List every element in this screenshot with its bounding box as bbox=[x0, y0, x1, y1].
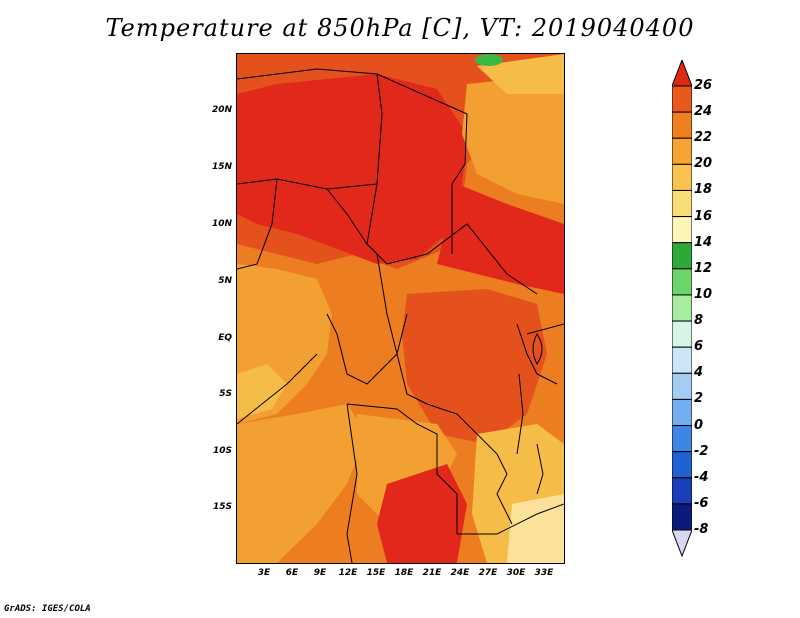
colorbar-swatch bbox=[671, 163, 693, 191]
colorbar-label: 18 bbox=[694, 182, 713, 198]
map-title: Temperature at 850hPa [C], VT: 201904040… bbox=[105, 14, 695, 42]
colorbar-bottom-triangle bbox=[671, 529, 693, 558]
lon-label-33e: 33E bbox=[534, 568, 554, 578]
colorbar-label: 24 bbox=[694, 104, 713, 120]
colorbar-label: 4 bbox=[694, 365, 704, 381]
colorbar-swatch bbox=[671, 189, 693, 218]
colorbar-swatch bbox=[671, 477, 693, 505]
lon-label-3e: 3E bbox=[257, 568, 271, 578]
colorbar-label: 16 bbox=[694, 208, 713, 224]
colorbar-swatch bbox=[671, 268, 693, 296]
lat-label-10s: 10S bbox=[212, 446, 232, 456]
colorbar-swatch bbox=[671, 242, 693, 270]
colorbar-label: 0 bbox=[694, 417, 704, 433]
field-south-hot bbox=[377, 464, 467, 563]
lon-label-15e: 15E bbox=[366, 568, 386, 578]
lon-label-21e: 21E bbox=[422, 568, 442, 578]
colorbar-label: 12 bbox=[694, 260, 713, 276]
colorbar-label: 10 bbox=[694, 286, 713, 302]
lon-label-30e: 30E bbox=[506, 568, 526, 578]
field-se-pale bbox=[507, 494, 564, 563]
country-borders bbox=[237, 68, 564, 563]
lat-label-eq: EQ bbox=[218, 333, 232, 343]
colorbar-swatch bbox=[671, 320, 693, 348]
lon-label-9e: 9E bbox=[313, 568, 327, 578]
colorbar-label: -6 bbox=[694, 495, 709, 511]
colorbar-label: 14 bbox=[694, 234, 713, 250]
colorbar-swatch bbox=[671, 346, 693, 374]
colorbar-swatch bbox=[671, 451, 693, 479]
lat-label-15s: 15S bbox=[212, 502, 232, 512]
temperature-field bbox=[237, 54, 564, 563]
lon-label-24e: 24E bbox=[450, 568, 470, 578]
colorbar-swatch bbox=[671, 372, 693, 400]
field-hot-east bbox=[437, 184, 564, 294]
colorbar-label: 8 bbox=[694, 313, 704, 329]
colorbar-swatch bbox=[671, 294, 693, 322]
colorbar-swatch bbox=[671, 216, 693, 244]
field-green-patch bbox=[475, 54, 503, 66]
temperature-map bbox=[236, 53, 565, 564]
colorbar-swatch bbox=[671, 137, 693, 165]
colorbar-swatch bbox=[671, 425, 693, 453]
lat-label-5s: 5S bbox=[219, 389, 232, 399]
colorbar bbox=[671, 58, 693, 564]
colorbar-swatch bbox=[671, 85, 693, 113]
lat-label-5n: 5N bbox=[218, 276, 232, 286]
field-hot-core bbox=[237, 74, 467, 264]
colorbar-label: 2 bbox=[694, 391, 704, 407]
colorbar-label: 22 bbox=[694, 130, 713, 146]
lon-label-6e: 6E bbox=[285, 568, 299, 578]
field-ocean-light bbox=[237, 364, 287, 419]
colorbar-top-triangle bbox=[671, 58, 693, 87]
field-ne-orange bbox=[462, 74, 564, 204]
lon-label-18e: 18E bbox=[394, 568, 414, 578]
colorbar-label: 20 bbox=[694, 156, 713, 172]
field-central-warm bbox=[402, 289, 547, 444]
colorbar-label: -4 bbox=[694, 469, 709, 485]
lat-label-15n: 15N bbox=[211, 162, 232, 172]
lat-label-20n: 20N bbox=[211, 105, 232, 115]
field-sw-orange bbox=[237, 404, 367, 563]
lon-label-12e: 12E bbox=[338, 568, 358, 578]
grads-credit: GrADS: IGES/COLA bbox=[4, 604, 91, 614]
colorbar-swatch bbox=[671, 398, 693, 427]
lakes bbox=[516, 333, 544, 495]
colorbar-swatch bbox=[671, 111, 693, 139]
colorbar-swatches bbox=[671, 58, 693, 558]
colorbar-swatch bbox=[671, 503, 693, 531]
colorbar-label: 6 bbox=[694, 339, 704, 355]
colorbar-label: -8 bbox=[694, 522, 709, 537]
lon-label-27e: 27E bbox=[478, 568, 498, 578]
colorbar-label: 26 bbox=[694, 78, 713, 93]
lat-label-10n: 10N bbox=[211, 219, 232, 229]
colorbar-label: -2 bbox=[694, 443, 709, 459]
